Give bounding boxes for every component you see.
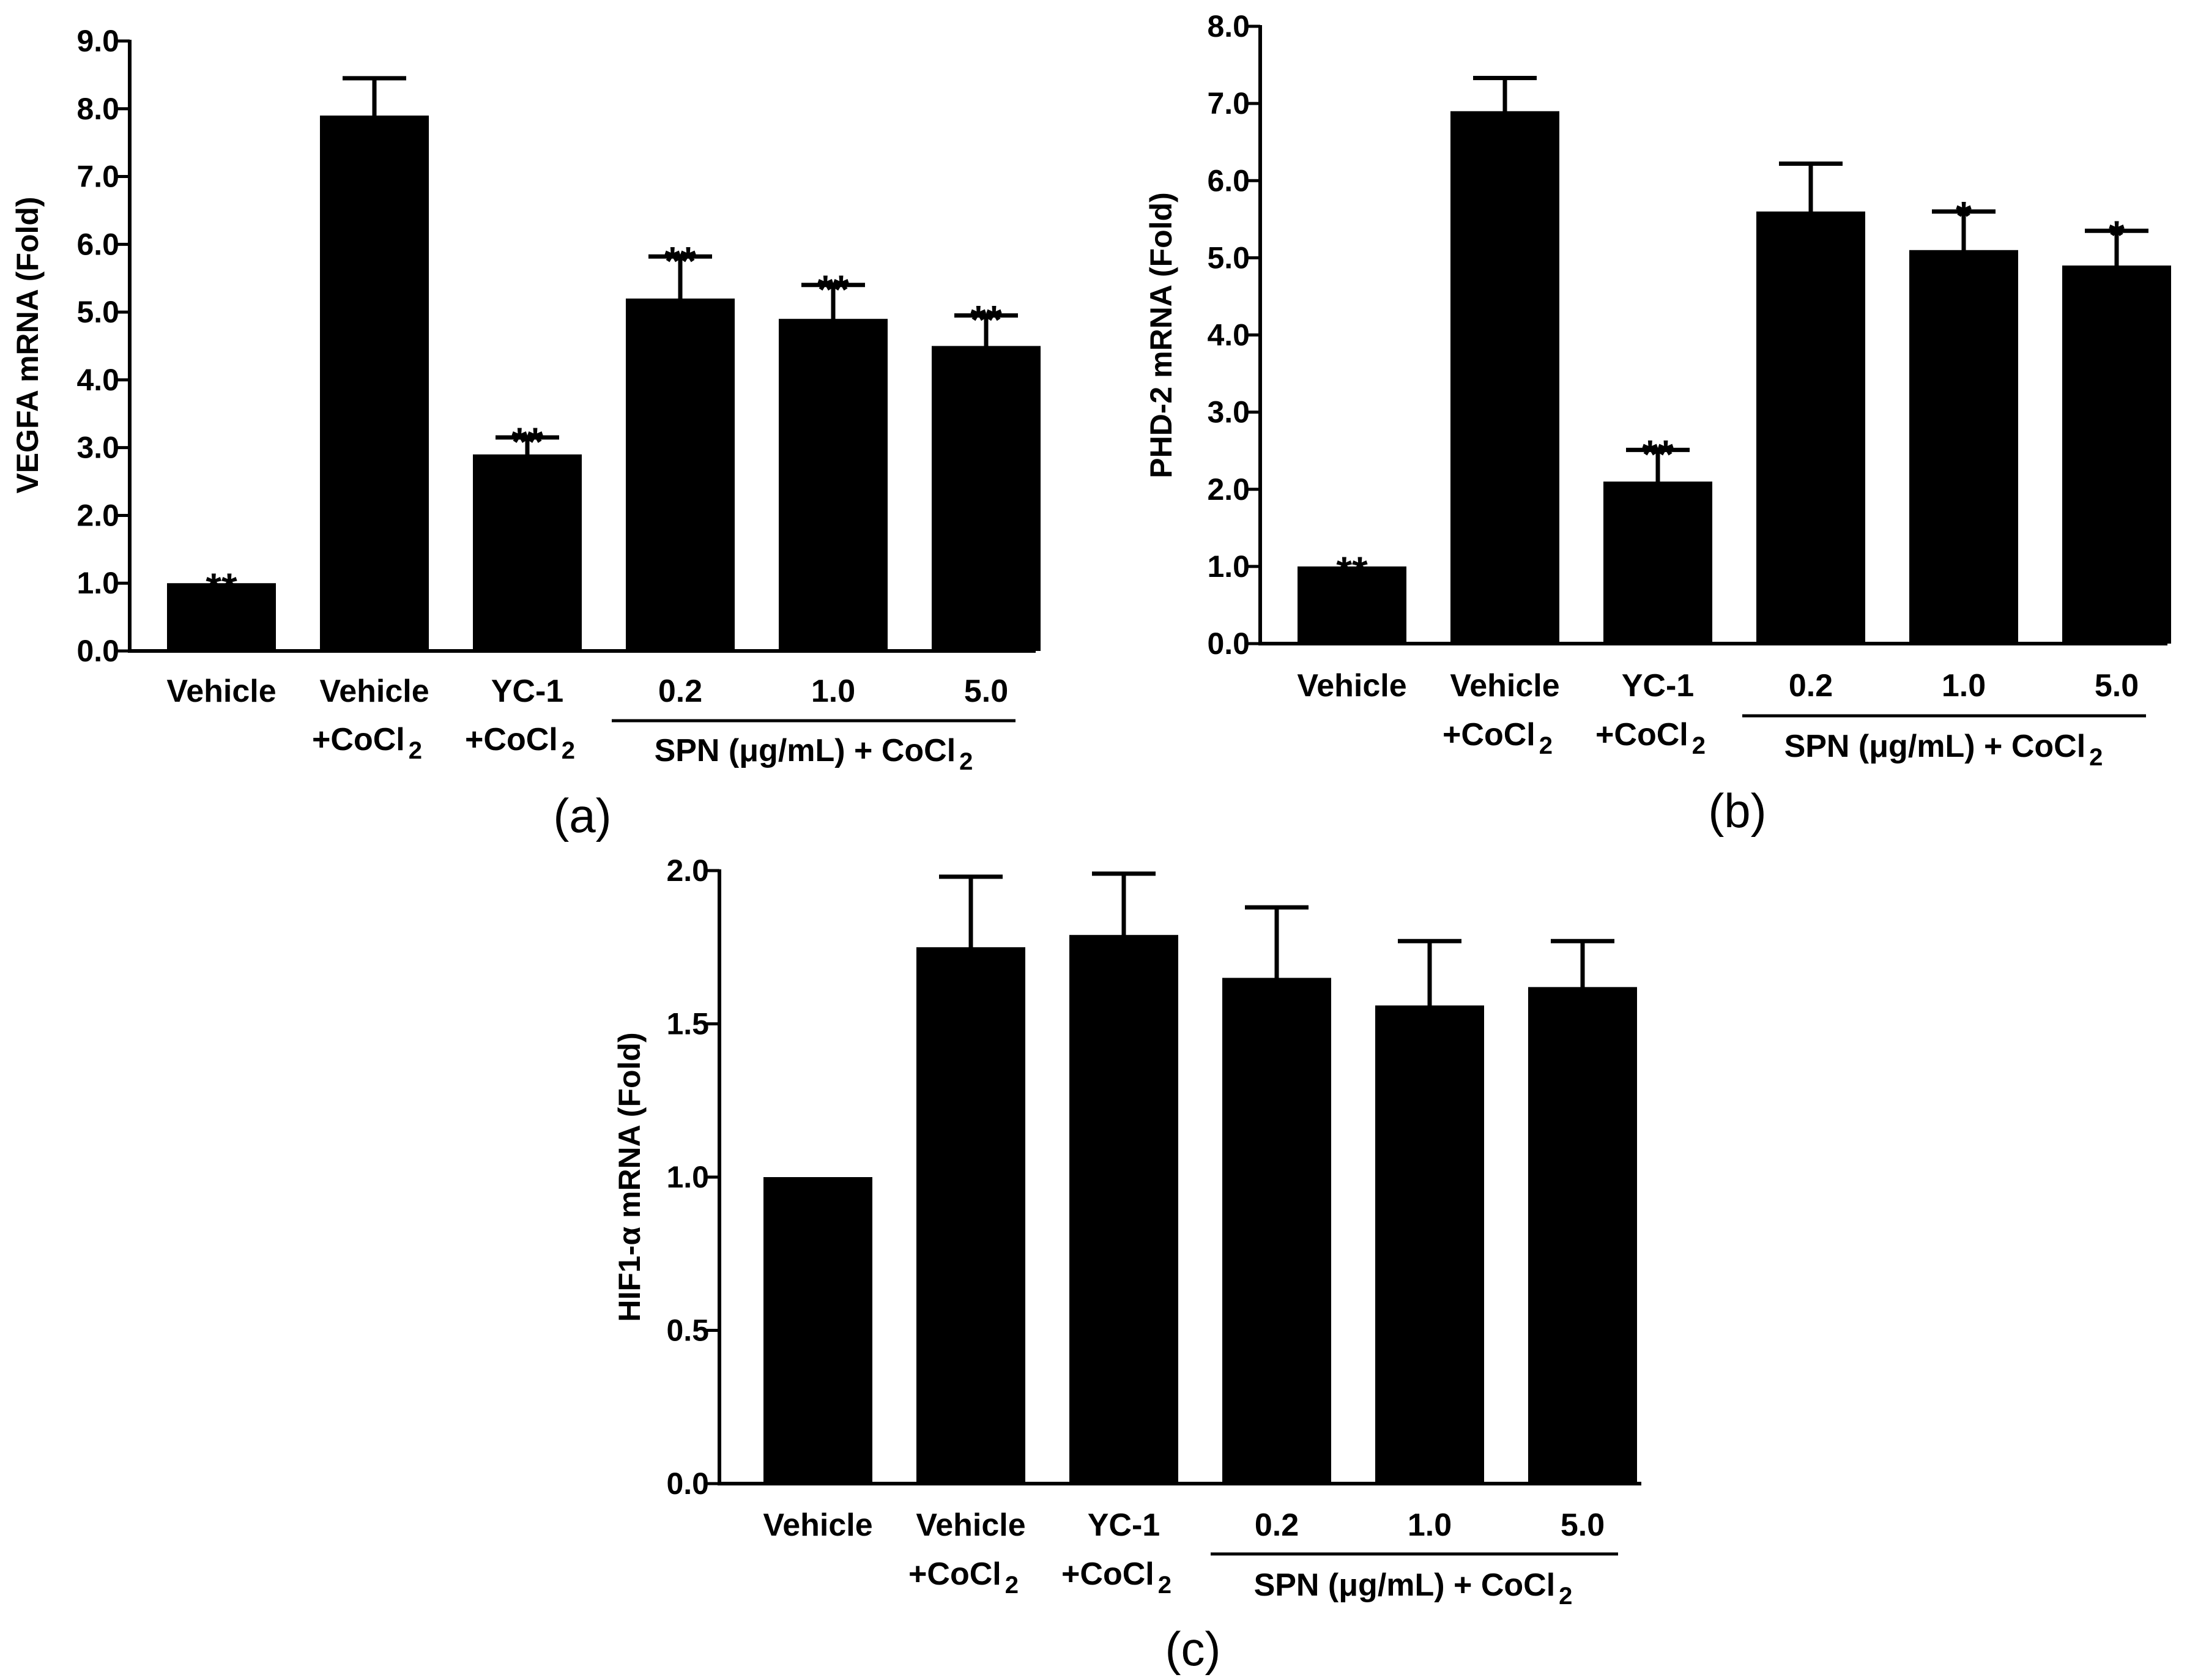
category-label-line2: +CoCl 2	[465, 722, 575, 764]
category-label: Vehicle	[763, 1507, 872, 1543]
category-label: YC-1	[1088, 1507, 1160, 1543]
significance-mark: **	[1336, 548, 1368, 593]
chart-panel-b: 0.0 1.0 2.0 3.0 4.0 5.0 6.0 7.0 8.0 PHD-2 mRNA (F…	[1144, 9, 2171, 838]
category-label: 5.0	[2095, 668, 2139, 704]
panel-label: (a)	[553, 789, 611, 842]
panel-label: (c)	[1165, 1622, 1221, 1676]
y-tick-label: 6.0	[76, 227, 119, 261]
bar	[167, 583, 276, 651]
bar	[1298, 566, 1406, 644]
y-tick-label: 8.0	[1207, 9, 1250, 43]
category-label: 0.2	[1255, 1507, 1299, 1543]
group-label: SPN (μg/mL) + CoCl 2	[1784, 729, 2103, 771]
category-label: Vehicle	[166, 674, 276, 709]
group-label: SPN (μg/mL) + CoCl 2	[655, 733, 973, 775]
category-label: 0.2	[658, 674, 702, 709]
bar	[626, 298, 735, 651]
bar	[916, 947, 1025, 1484]
y-tick-label: 3.0	[1207, 395, 1250, 429]
bar	[1069, 935, 1178, 1484]
y-tick-label: 5.0	[76, 295, 119, 329]
bar	[1528, 987, 1637, 1484]
significance-mark: **	[817, 267, 849, 312]
category-label-line2: +CoCl 2	[908, 1556, 1019, 1599]
y-tick-label: 6.0	[1207, 163, 1250, 198]
category-label: Vehicle	[319, 674, 429, 709]
y-axis-title: HIF1-α mRNA (Fold)	[612, 1032, 647, 1321]
y-axis-title: PHD-2 mRNA (Fold)	[1144, 192, 1178, 478]
group-label: SPN (μg/mL) + CoCl 2	[1254, 1567, 1573, 1610]
category-label-line2: +CoCl 2	[312, 722, 422, 764]
y-tick-label: 1.0	[666, 1160, 709, 1194]
bar	[1450, 111, 1559, 644]
chart-panel-c: 0.0 0.5 1.0 1.5 2.0 HIF1-α mRNA (Fold) Vehicle…	[612, 853, 1641, 1676]
bar	[763, 1177, 872, 1484]
bar	[1756, 211, 1865, 644]
y-tick-label: 0.0	[76, 634, 119, 668]
significance-mark: **	[664, 238, 696, 283]
significance-mark: **	[970, 297, 1002, 343]
bar	[320, 115, 429, 651]
bar	[2062, 265, 2171, 644]
y-tick-label: 9.0	[76, 24, 119, 58]
category-label: 5.0	[1561, 1507, 1605, 1543]
category-label-line2: +CoCl 2	[1443, 717, 1553, 759]
y-tick-label: 8.0	[76, 92, 119, 126]
bar	[1909, 250, 2018, 644]
significance-mark: **	[1642, 431, 1674, 477]
y-tick-label: 0.0	[1207, 626, 1250, 661]
y-tick-label: 3.0	[76, 431, 119, 465]
y-tick-label: 2.0	[1207, 472, 1250, 507]
category-label: Vehicle	[916, 1507, 1025, 1543]
category-label: YC-1	[1622, 668, 1694, 704]
significance-mark: *	[1956, 193, 1972, 239]
category-label-line2: +CoCl 2	[1595, 717, 1706, 759]
y-tick-label: 4.0	[76, 363, 119, 397]
category-label: 5.0	[964, 674, 1008, 709]
bar	[473, 454, 582, 651]
y-tick-label: 0.0	[666, 1466, 709, 1501]
y-tick-label: 1.0	[76, 566, 119, 600]
bar	[1375, 1005, 1484, 1484]
category-label: Vehicle	[1450, 668, 1559, 704]
category-label: 1.0	[1408, 1507, 1452, 1543]
significance-mark: **	[206, 565, 237, 610]
y-tick-label: 1.0	[1207, 549, 1250, 584]
y-axis-title: VEGFA mRNA (Fold)	[10, 196, 45, 493]
category-label: YC-1	[491, 674, 563, 709]
bar	[779, 319, 888, 651]
bar	[932, 346, 1041, 651]
y-tick-label: 0.5	[666, 1314, 709, 1348]
category-label: Vehicle	[1297, 668, 1406, 704]
panel-label: (b)	[1708, 784, 1766, 838]
bar	[1603, 481, 1712, 644]
y-tick-label: 7.0	[1207, 86, 1250, 121]
y-tick-label: 1.5	[666, 1007, 709, 1041]
y-tick-label: 5.0	[1207, 240, 1250, 275]
y-tick-label: 2.0	[666, 853, 709, 888]
category-label: 1.0	[1942, 668, 1986, 704]
category-label: 0.2	[1789, 668, 1833, 704]
significance-mark: **	[511, 419, 543, 464]
y-tick-label: 2.0	[76, 498, 119, 532]
chart-panel-a: 0.0 1.0 2.0 3.0 4.0 5.0 6.0 7.0 8.0 9.0 VEGFA mRNA…	[10, 24, 1041, 842]
significance-mark: *	[2109, 212, 2125, 258]
category-label: 1.0	[811, 674, 855, 709]
y-tick-label: 4.0	[1207, 318, 1250, 352]
bar	[1222, 978, 1331, 1484]
category-label-line2: +CoCl 2	[1061, 1556, 1171, 1599]
y-tick-label: 7.0	[76, 160, 119, 194]
